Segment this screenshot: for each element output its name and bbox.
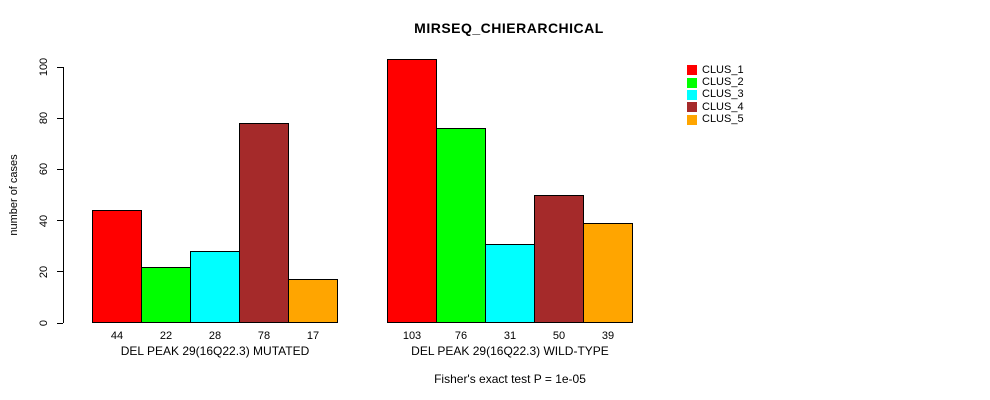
y-tick-mark <box>57 168 63 170</box>
y-tick-label: 60 <box>38 163 50 176</box>
y-tick-label: 0 <box>38 319 50 327</box>
y-tick-label: 40 <box>38 214 50 227</box>
bar-value-label: 78 <box>257 330 271 342</box>
legend-swatch-clus_1 <box>687 65 697 76</box>
bar-clus_2-group1 <box>141 267 191 323</box>
bar-value-label: 76 <box>454 330 468 342</box>
bar-clus_4-group1 <box>239 123 289 323</box>
bar-clus_1-group1 <box>92 210 142 323</box>
legend-swatch-clus_3 <box>687 89 697 100</box>
legend-item: CLUS_1 <box>687 64 744 76</box>
legend-swatch-clus_5 <box>687 114 697 125</box>
y-tick-label: 100 <box>38 57 50 77</box>
annotation-text: Fisher's exact test P = 1e-05 <box>434 372 586 386</box>
y-tick-label: 20 <box>38 265 50 278</box>
legend-item: CLUS_3 <box>687 89 744 101</box>
legend-swatch-clus_4 <box>687 102 697 113</box>
legend-item: CLUS_4 <box>687 101 744 113</box>
bar-value-label: 39 <box>601 330 615 342</box>
bar-clus_3-group1 <box>190 251 240 323</box>
bar-value-label: 50 <box>552 330 566 342</box>
y-tick-label: 80 <box>38 112 50 125</box>
y-tick-mark <box>57 271 63 273</box>
legend-label: CLUS_2 <box>702 76 744 89</box>
legend-label: CLUS_5 <box>702 113 744 126</box>
bar-value-label: 17 <box>306 330 320 342</box>
bar-clus_2-group2 <box>436 128 486 323</box>
bar-clus_1-group2 <box>387 59 437 323</box>
legend-label: CLUS_3 <box>702 88 744 101</box>
legend-label: CLUS_1 <box>702 63 744 76</box>
bar-clus_3-group2 <box>485 244 535 323</box>
y-axis-line <box>63 67 64 323</box>
group-label: DEL PEAK 29(16Q22.3) MUTATED <box>120 344 310 358</box>
bar-clus_5-group1 <box>288 279 338 323</box>
legend-swatch-clus_2 <box>687 77 697 88</box>
bar-clus_4-group2 <box>534 195 584 323</box>
bar-value-label: 28 <box>208 330 222 342</box>
legend-item: CLUS_2 <box>687 76 744 88</box>
bar-clus_5-group2 <box>583 223 633 323</box>
legend: CLUS_1 CLUS_2 CLUS_3 CLUS_4 CLUS_5 <box>687 64 744 126</box>
legend-item: CLUS_5 <box>687 114 744 126</box>
y-axis-label: number of cases <box>8 154 20 236</box>
y-tick-mark <box>57 322 63 324</box>
bar-value-label: 22 <box>159 330 173 342</box>
y-tick-mark <box>57 117 63 119</box>
y-tick-mark <box>57 66 63 68</box>
bar-value-label: 103 <box>402 330 422 342</box>
y-tick-mark <box>57 220 63 222</box>
bar-value-label: 31 <box>503 330 517 342</box>
bar-value-label: 44 <box>110 330 124 342</box>
legend-label: CLUS_4 <box>702 100 744 113</box>
group-label: DEL PEAK 29(16Q22.3) WILD-TYPE <box>411 344 609 358</box>
chart-title: MIRSEQ_CHIERARCHICAL <box>414 20 604 36</box>
